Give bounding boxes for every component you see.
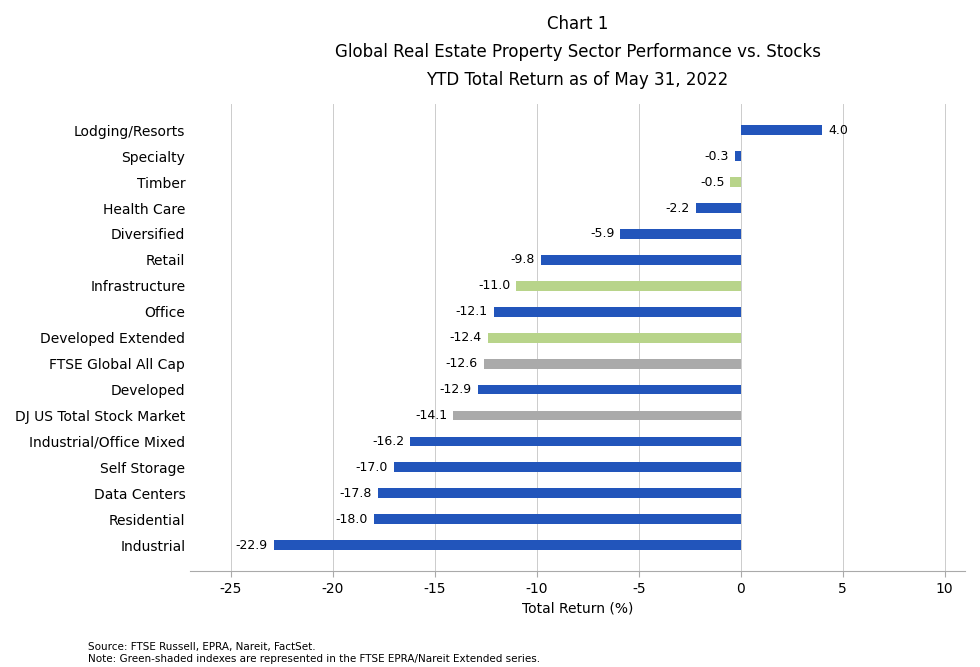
Bar [273,540,741,550]
Bar [484,359,741,369]
Bar [730,177,741,187]
Text: -5.9: -5.9 [590,227,614,240]
Text: -12.1: -12.1 [456,305,488,318]
Bar [377,488,741,498]
Text: -0.3: -0.3 [704,149,728,163]
Text: -12.4: -12.4 [450,331,482,344]
Bar [541,255,741,265]
Text: -12.9: -12.9 [439,383,471,396]
Text: -12.6: -12.6 [446,357,477,370]
Text: -18.0: -18.0 [335,513,368,526]
Text: -9.8: -9.8 [511,253,535,266]
Text: -14.1: -14.1 [415,409,447,422]
Text: Source: FTSE Russell, EPRA, Nareit, FactSet.
Note: Green-shaded indexes are repr: Source: FTSE Russell, EPRA, Nareit, Fact… [88,642,540,664]
Text: -17.8: -17.8 [339,487,371,500]
Bar [394,462,741,472]
Text: -11.0: -11.0 [478,279,511,292]
Text: 4.0: 4.0 [828,123,849,137]
Bar [735,151,741,161]
Bar [620,229,741,239]
X-axis label: Total Return (%): Total Return (%) [522,602,633,616]
Bar [494,307,741,317]
Bar [741,125,822,135]
Bar [516,281,741,291]
Text: -2.2: -2.2 [665,201,690,215]
Bar [411,436,741,446]
Bar [373,514,741,524]
Title: Chart 1
Global Real Estate Property Sector Performance vs. Stocks
YTD Total Retu: Chart 1 Global Real Estate Property Sect… [334,15,820,89]
Bar [696,203,741,213]
Text: -0.5: -0.5 [700,175,724,189]
Bar [453,411,741,420]
Bar [488,333,741,343]
Bar [477,385,741,394]
Text: -17.0: -17.0 [356,461,388,474]
Text: -16.2: -16.2 [372,435,404,448]
Text: -22.9: -22.9 [235,539,268,552]
